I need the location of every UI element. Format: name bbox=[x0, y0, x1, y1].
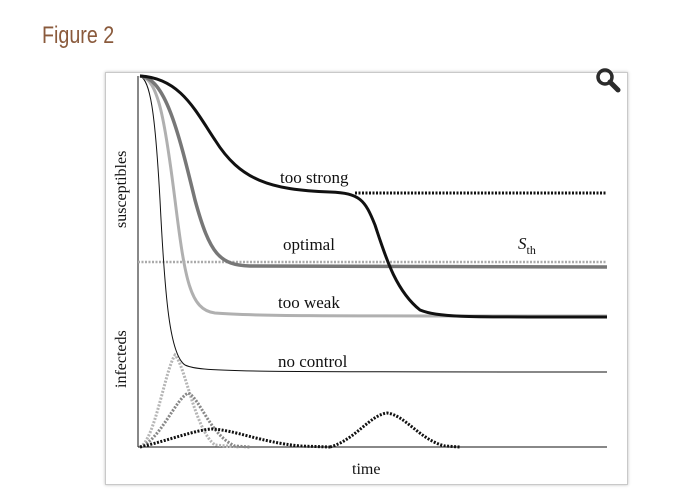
optimal-infecteds-curve bbox=[139, 427, 331, 449]
threshold-label: Sth bbox=[518, 234, 536, 257]
too-strong-infecteds-curve bbox=[329, 411, 461, 449]
y-axis-label-infecteds: infecteds bbox=[113, 330, 130, 388]
threshold-label-sub: th bbox=[527, 243, 536, 257]
optimal-susceptibles-curve bbox=[139, 74, 608, 269]
too-weak-susceptibles-curve bbox=[139, 74, 608, 318]
figure-title: Figure 2 bbox=[42, 22, 115, 49]
label-no-control: no control bbox=[278, 352, 348, 371]
too-weak-infecteds-curve bbox=[139, 391, 251, 449]
figure-image-frame[interactable] bbox=[105, 72, 628, 485]
x-axis-label: time bbox=[352, 461, 380, 478]
too-strong-susceptibles-curve bbox=[139, 74, 608, 319]
label-optimal: optimal bbox=[283, 235, 335, 254]
threshold-label-main: S bbox=[518, 234, 527, 253]
y-axis-label-susceptibles: susceptibles bbox=[113, 151, 130, 228]
label-too-strong: too strong bbox=[280, 168, 349, 187]
no-control-susceptibles-curve bbox=[139, 75, 608, 373]
magnifier-icon[interactable] bbox=[594, 66, 622, 94]
no-control-infecteds-curve bbox=[139, 352, 241, 449]
label-too-weak: too weak bbox=[278, 293, 340, 312]
